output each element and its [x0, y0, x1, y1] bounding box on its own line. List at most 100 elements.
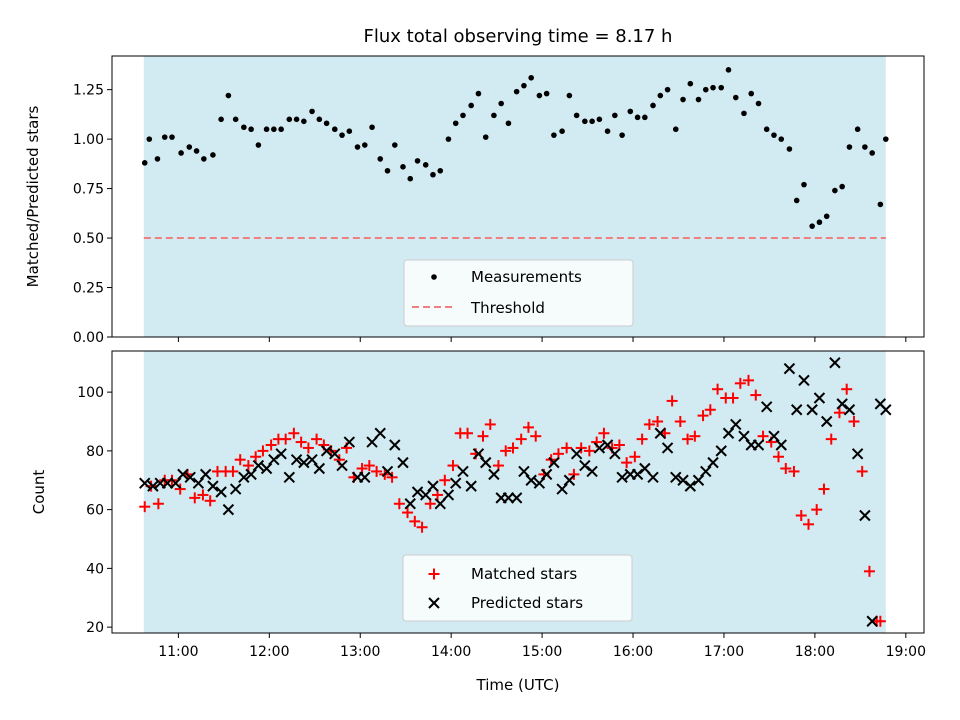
measurement-point — [255, 142, 262, 148]
measurement-point — [582, 118, 588, 125]
measurement-point — [619, 132, 625, 138]
measurement-point — [877, 201, 884, 208]
measurement-point — [551, 132, 557, 138]
predicted-star-point — [859, 509, 871, 522]
matched-star-point — [386, 471, 398, 483]
predicted-star-point — [601, 439, 614, 451]
matched-star-point — [204, 495, 216, 507]
predicted-star-point — [540, 468, 553, 481]
measurement-point — [883, 136, 889, 142]
measurement-point — [232, 116, 239, 123]
matched-star-point — [856, 465, 868, 477]
count-x-tick-label: 18:00 — [795, 644, 835, 660]
count-x-tick-label: 19:00 — [886, 644, 926, 660]
matched-star-point — [515, 433, 527, 445]
measurement-point — [718, 84, 725, 91]
matched-star-point — [409, 515, 421, 527]
matched-star-point — [265, 439, 277, 451]
predicted-star-point — [722, 427, 735, 439]
matched-star-point — [750, 389, 762, 401]
measurement-point — [839, 183, 845, 190]
predicted-star-point — [684, 480, 697, 492]
predicted-star-point — [548, 456, 560, 469]
predicted-star-point — [829, 357, 841, 369]
matched-star-point — [795, 510, 807, 521]
matched-star-point — [788, 465, 800, 477]
measurement-point — [862, 144, 868, 150]
measurement-point — [771, 132, 777, 138]
predicted-star-point — [184, 471, 196, 484]
measurement-point — [331, 126, 338, 133]
predicted-star-point — [851, 448, 864, 460]
predicted-star-point — [359, 471, 371, 484]
predicted-star-point — [427, 480, 439, 492]
measurement-point — [346, 128, 353, 134]
ratio-legend: Measurements Threshold — [403, 259, 634, 327]
count-x-tick-label: 14:00 — [431, 644, 471, 660]
measurement-point — [763, 126, 770, 133]
measurement-points — [141, 67, 889, 229]
legend-predicted-label: Predicted stars — [471, 594, 583, 612]
measurement-point — [161, 134, 168, 140]
measurement-point — [309, 108, 315, 115]
matched-star-point — [227, 465, 239, 477]
count-legend: Matched stars Predicted stars — [402, 554, 633, 622]
predicted-star-point — [798, 374, 810, 387]
matched-star-point — [139, 501, 151, 513]
matched-stars-points — [139, 374, 886, 627]
predicted-star-point — [715, 445, 727, 457]
measurement-point — [491, 112, 497, 119]
measurement-point — [141, 160, 148, 166]
matched-star-point — [522, 421, 534, 433]
matched-star-point — [234, 454, 246, 466]
count-x-tick-label: 12:00 — [249, 644, 289, 660]
measurement-point — [391, 142, 398, 148]
measurement-point — [201, 156, 207, 162]
measurement-point — [816, 219, 823, 226]
measurement-point — [664, 86, 671, 93]
measurement-point — [498, 100, 504, 107]
predicted-star-point — [700, 465, 712, 478]
measurement-point — [154, 156, 161, 162]
predicted-star-point — [661, 442, 674, 454]
predicted-star-point — [692, 474, 705, 486]
matched-star-point — [874, 615, 886, 627]
predicted-star-point — [533, 477, 546, 489]
predicted-star-point — [229, 483, 242, 495]
measurement-point — [869, 150, 875, 156]
measurement-point — [741, 110, 747, 117]
predicted-star-point — [442, 489, 455, 501]
measurement-point — [225, 92, 232, 99]
matched-star-point — [743, 374, 755, 386]
measurement-point — [400, 164, 406, 170]
measurement-point — [589, 118, 595, 125]
legend-matched-marker — [428, 568, 440, 580]
measurement-point — [657, 92, 664, 99]
predicted-star-point — [563, 474, 576, 486]
predicted-star-point — [738, 430, 750, 442]
matched-star-point — [734, 377, 746, 389]
matched-star-point — [280, 433, 292, 445]
measurement-point — [248, 126, 254, 133]
measurement-point — [430, 171, 436, 178]
measurement-point — [846, 144, 853, 150]
matched-star-point — [363, 460, 375, 472]
matched-star-point — [371, 465, 383, 477]
matched-star-point — [863, 565, 875, 577]
count-legend-box — [402, 554, 633, 622]
measurement-point — [468, 102, 474, 109]
measurement-point — [186, 144, 193, 150]
measurement-point — [521, 82, 527, 89]
matched-star-point — [242, 460, 254, 472]
measurement-point — [271, 126, 277, 133]
legend-predicted-marker — [428, 597, 440, 609]
ratio-y-tick-label: 1.25 — [73, 83, 104, 99]
matched-star-point — [174, 483, 186, 495]
chart-title: Flux total observing time = 8.17 h — [364, 26, 673, 47]
legend-plus-glyph — [428, 568, 440, 580]
matched-star-point — [507, 442, 519, 454]
measurement-point — [452, 120, 459, 127]
measurement-point — [354, 144, 361, 150]
